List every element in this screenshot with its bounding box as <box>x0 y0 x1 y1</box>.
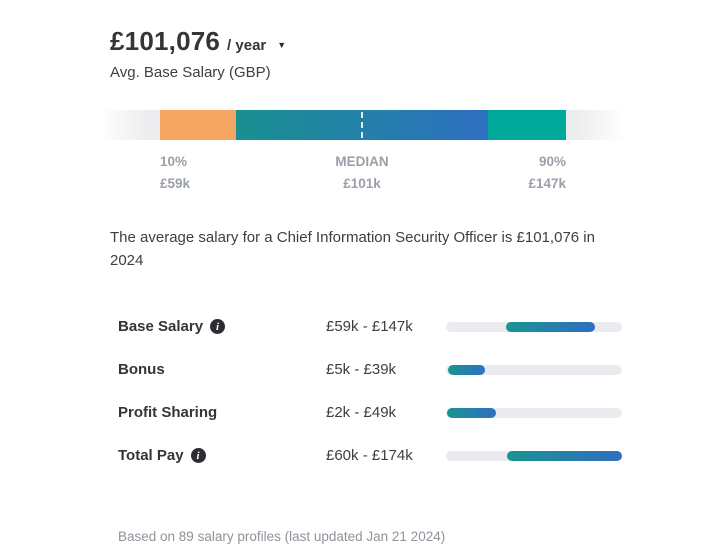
salary-distribution-chart <box>100 110 625 140</box>
range-pill <box>447 407 496 418</box>
row-range-total-pay: £60k - £174k <box>326 447 413 464</box>
row-bar-profit-sharing <box>446 407 622 418</box>
row-label-profit-sharing: Profit Sharing i <box>118 404 326 421</box>
range-pill <box>506 450 622 461</box>
row-range-base-salary: £59k - £147k <box>326 318 413 335</box>
table-row-base-salary: Base Salary i £59k - £147k <box>118 305 622 348</box>
distribution-segment-low <box>160 110 236 140</box>
info-icon[interactable]: i <box>210 319 226 334</box>
percentile-median-value: £101k <box>343 176 381 191</box>
table-row-profit-sharing: Profit Sharing i £2k - £49k <box>118 391 622 434</box>
percentile-labels: 10% £59k MEDIAN £101k 90% £147k <box>100 151 625 197</box>
row-range-profit-sharing: £2k - £49k <box>326 404 397 421</box>
salary-header: £101,076 / year ▼ Avg. Base Salary (GBP) <box>110 26 720 81</box>
distribution-segment-high <box>488 110 566 140</box>
salary-subtitle: Avg. Base Salary (GBP) <box>110 64 271 81</box>
percentile-90-label: 90% <box>538 154 566 169</box>
row-bar-base-salary <box>446 321 622 332</box>
median-marker-line <box>361 112 363 138</box>
percentile-10-value: £59k <box>160 176 191 191</box>
row-label-bonus: Bonus i <box>118 361 326 378</box>
profiles-footnote: Based on 89 salary profiles (last update… <box>118 529 446 544</box>
average-salary-amount: £101,076 <box>110 26 221 56</box>
percentile-90: 90% £147k <box>528 151 566 195</box>
chevron-down-icon[interactable]: ▼ <box>277 40 287 50</box>
row-label-total-pay: Total Pay i <box>118 447 326 464</box>
row-label-text: Bonus <box>118 361 165 378</box>
table-row-total-pay: Total Pay i £60k - £174k <box>118 434 622 477</box>
range-pill <box>505 321 595 332</box>
row-label-text: Base Salary <box>118 318 204 335</box>
salary-summary-text: The average salary for a Chief Informati… <box>110 229 595 269</box>
table-row-bonus: Bonus i £5k - £39k <box>118 348 622 391</box>
percentile-10-label: 10% <box>160 154 188 169</box>
percentile-median-label: MEDIAN <box>335 154 389 169</box>
row-label-text: Profit Sharing <box>118 404 218 421</box>
percentile-90-value: £147k <box>528 176 566 191</box>
row-label-base-salary: Base Salary i <box>118 318 326 335</box>
percentile-median: MEDIAN £101k <box>335 151 388 195</box>
row-bar-total-pay <box>446 450 622 461</box>
salary-title-row: £101,076 / year ▼ <box>110 26 720 57</box>
row-bar-bonus <box>446 364 622 375</box>
row-range-bonus: £5k - £39k <box>326 361 397 378</box>
range-pill <box>448 364 486 375</box>
percentile-10: 10% £59k <box>160 151 190 195</box>
salary-period-label: / year <box>227 37 267 54</box>
row-label-text: Total Pay <box>118 447 184 464</box>
compensation-table: Base Salary i £59k - £147k Bonus i £5k -… <box>118 305 622 477</box>
info-icon[interactable]: i <box>190 448 206 463</box>
